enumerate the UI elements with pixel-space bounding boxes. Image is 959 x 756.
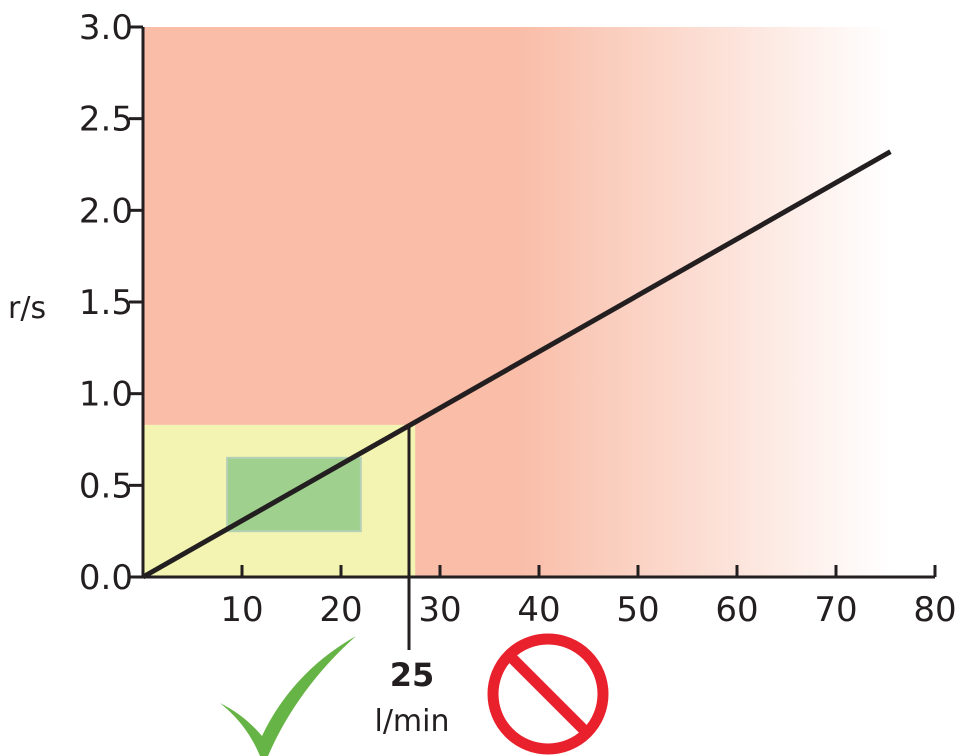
x-tick-label: 40 bbox=[517, 590, 560, 630]
limit-unit-label: l/min bbox=[374, 704, 449, 739]
x-axis: 10 20 30 40 50 60 70 80 bbox=[143, 565, 957, 630]
y-tick-label: 1.5 bbox=[79, 283, 133, 323]
y-axis: 0.0 0.5 1.0 1.5 2.0 2.5 3.0 bbox=[79, 8, 145, 598]
y-tick-label: 2.0 bbox=[79, 191, 133, 231]
x-tick-label: 80 bbox=[913, 590, 956, 630]
data-line bbox=[141, 149, 892, 580]
checkmark-icon bbox=[220, 636, 356, 756]
limit-value-label: 25 bbox=[390, 656, 435, 694]
y-tick-label: 0.0 bbox=[79, 558, 133, 598]
y-tick-label: 0.5 bbox=[79, 466, 133, 506]
x-tick-label: 10 bbox=[220, 590, 263, 630]
x-tick-label: 50 bbox=[616, 590, 659, 630]
y-tick-label: 1.0 bbox=[79, 375, 133, 415]
x-tick-label: 20 bbox=[319, 590, 362, 630]
x-tick-label: 60 bbox=[715, 590, 758, 630]
y-tick-label: 2.5 bbox=[79, 100, 133, 140]
x-tick-label: 30 bbox=[418, 590, 461, 630]
y-axis-label: r/s bbox=[8, 291, 46, 326]
y-tick-label: 3.0 bbox=[79, 8, 133, 48]
prohibited-icon bbox=[487, 633, 609, 755]
x-tick-label: 70 bbox=[814, 590, 857, 630]
